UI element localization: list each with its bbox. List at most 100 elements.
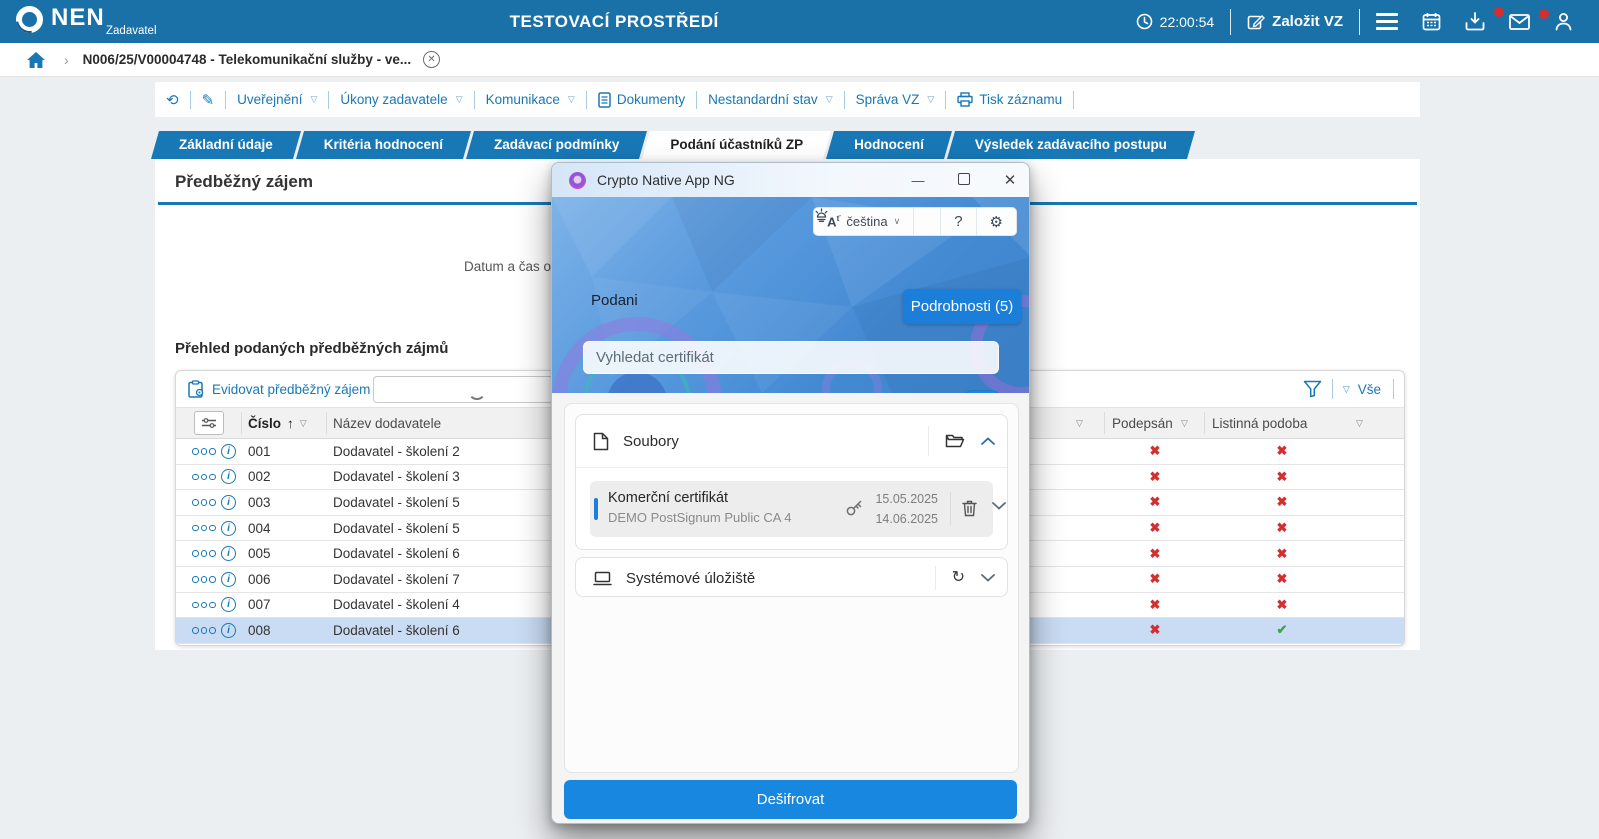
row-menu-icon[interactable] — [192, 473, 216, 481]
filter-caret-icon[interactable]: ▽ — [1356, 417, 1363, 428]
column-settings-button[interactable] — [193, 411, 224, 435]
row-menu-icon[interactable] — [192, 550, 216, 557]
info-icon[interactable]: i — [221, 622, 236, 638]
evidovat-predbezny-zajem-button[interactable]: Evidovat předběžný zájem — [188, 380, 370, 398]
nen-brand[interactable]: NEN Zadavatel — [16, 0, 157, 43]
filter-caret-icon[interactable]: ▽ — [1076, 417, 1083, 428]
files-section-header[interactable]: Soubory — [576, 415, 1007, 467]
show-invalid-toggle[interactable] — [963, 390, 1001, 393]
certificate-issuer: DEMO PostSignum Public CA 4 — [608, 510, 792, 525]
minimize-button[interactable]: — — [911, 172, 925, 188]
menu-komunikace[interactable]: Komunikace ▽ — [485, 92, 575, 107]
help-button[interactable]: ? — [941, 208, 975, 235]
grid-quick-search-input[interactable] — [373, 376, 579, 403]
dialog-titlebar[interactable]: Crypto Native App NG — ✕ — [552, 163, 1029, 197]
environment-title: TESTOVACÍ PROSTŘEDÍ — [509, 11, 719, 31]
menu-uverejneni[interactable]: Uveřejnění ▽ — [237, 92, 318, 107]
expand-chevron-down-icon[interactable] — [992, 502, 1006, 510]
menu-sprava-vz[interactable]: Správa VZ ▽ — [855, 92, 935, 107]
reload-icon[interactable]: ↻ — [951, 569, 965, 586]
certificate-item[interactable]: Komerční certifikát DEMO PostSignum Publ… — [590, 481, 1006, 537]
maximize-button[interactable] — [955, 172, 973, 188]
tab-kriteria-hodnoceni[interactable]: Kritéria hodnocení — [300, 131, 467, 159]
row-menu-icon[interactable] — [192, 576, 216, 583]
system-storage-title: Systémové úložiště — [626, 569, 756, 587]
breadcrumb-close-icon[interactable]: ✕ — [423, 51, 441, 68]
create-vz-button[interactable]: Založit VZ — [1235, 13, 1355, 31]
certificate-search-input[interactable] — [583, 341, 999, 374]
certificate-name: Komerční certifikát — [608, 490, 729, 506]
info-icon[interactable]: i — [221, 469, 236, 485]
collapse-chevron-up-icon[interactable] — [981, 437, 995, 445]
dialog-title: Crypto Native App NG — [597, 172, 735, 188]
row-number: 007 — [248, 597, 271, 613]
row-number: 005 — [248, 546, 271, 562]
refresh-icon: ⟲ — [166, 91, 179, 109]
filter-funnel-icon[interactable] — [1303, 380, 1322, 398]
main-menu-button[interactable] — [1364, 13, 1410, 30]
row-menu-icon[interactable] — [192, 448, 216, 455]
printer-icon — [957, 92, 974, 107]
column-header-nazev[interactable]: Název dodavatele — [333, 415, 442, 431]
column-header-podepsan[interactable]: Podepsán — [1112, 415, 1173, 431]
podepsan-mark: ✖ — [1149, 545, 1161, 561]
row-menu-icon[interactable] — [192, 601, 216, 609]
info-icon[interactable]: i — [221, 546, 236, 562]
settings-button[interactable]: ⚙ — [977, 208, 1016, 235]
tab-zadavaci-podminky[interactable]: Zadávací podmínky — [470, 131, 643, 159]
section-heading: Přehled podaných předběžných zájmů — [175, 340, 449, 357]
chevron-down-icon: ∨ — [893, 216, 901, 226]
refresh-button[interactable]: ⟲ — [155, 91, 190, 109]
divider — [1230, 8, 1232, 35]
clock-widget: 22:00:54 — [1124, 13, 1227, 30]
brand-subtitle: Zadavatel — [106, 25, 157, 37]
details-button[interactable]: Podrobnosti (5) — [903, 289, 1021, 324]
tab-zakladni-udaje[interactable]: Základní údaje — [155, 131, 297, 159]
chevron-down-icon: ▽ — [567, 94, 575, 104]
column-header-listinna[interactable]: Listinná podoba — [1212, 415, 1308, 431]
decrypt-button[interactable]: Dešifrovat — [564, 780, 1017, 819]
open-folder-icon[interactable] — [945, 433, 965, 449]
info-icon[interactable]: i — [221, 520, 236, 536]
column-header-cislo[interactable]: Číslo — [248, 415, 282, 431]
breadcrumb-item[interactable]: N006/25/V00004748 - Telekomunikační služ… — [82, 52, 412, 67]
row-menu-icon[interactable] — [192, 524, 216, 532]
menu-dokumenty[interactable]: Dokumenty — [587, 91, 696, 108]
system-storage-header[interactable]: Systémové úložiště ↻ — [576, 558, 1007, 598]
tab-podani-ucastniku-zp[interactable]: Podání účastníků ZP — [646, 131, 827, 159]
messages-badge — [1539, 8, 1549, 19]
clipboard-gear-icon — [188, 380, 205, 398]
files-section-title: Soubory — [623, 432, 679, 450]
podepsan-mark: ✖ — [1149, 494, 1161, 510]
print-record-button[interactable]: Tisk záznamu — [946, 92, 1073, 107]
filter-all-dropdown[interactable]: Vše — [1357, 381, 1381, 397]
messages-button[interactable] — [1497, 8, 1549, 30]
expand-chevron-down-icon[interactable] — [981, 574, 995, 582]
info-icon[interactable]: i — [221, 597, 236, 613]
home-icon[interactable] — [26, 51, 46, 69]
filter-caret-icon[interactable]: ▽ — [299, 417, 307, 428]
row-menu-icon[interactable] — [192, 499, 216, 506]
language-selector[interactable]: Ať čeština ∨ — [814, 208, 913, 235]
row-menu-icon[interactable] — [192, 627, 216, 634]
theme-toggle-button[interactable] — [815, 208, 940, 235]
user-profile-button[interactable] — [1542, 12, 1585, 31]
edit-record-button[interactable]: ✎ — [191, 91, 226, 109]
supplier-name: Dodavatel - školení 5 — [333, 494, 460, 510]
chevron-down-icon: ▽ — [310, 94, 318, 104]
info-icon[interactable]: i — [221, 571, 236, 587]
delete-certificate-button[interactable] — [962, 499, 977, 517]
filter-caret-icon[interactable]: ▽ — [1181, 417, 1188, 428]
info-icon[interactable]: i — [221, 443, 236, 459]
close-button[interactable]: ✕ — [1003, 172, 1017, 189]
tab-vysledek-zadavaciho-postupu[interactable]: Výsledek zadávacího postupu — [951, 131, 1191, 159]
menu-nestandardni-stav[interactable]: Nestandardní stav ▽ — [708, 92, 833, 107]
tab-hodnoceni[interactable]: Hodnocení — [830, 131, 948, 159]
info-icon[interactable]: i — [221, 494, 236, 510]
dialog-body: Soubory — [552, 393, 1029, 823]
podepsan-mark: ✖ — [1149, 596, 1161, 612]
downloads-button[interactable] — [1453, 7, 1504, 31]
calendar-button[interactable] — [1410, 12, 1453, 31]
calendar-icon — [1422, 12, 1441, 31]
menu-ukony-zadavatele[interactable]: Úkony zadavatele ▽ — [340, 92, 463, 107]
